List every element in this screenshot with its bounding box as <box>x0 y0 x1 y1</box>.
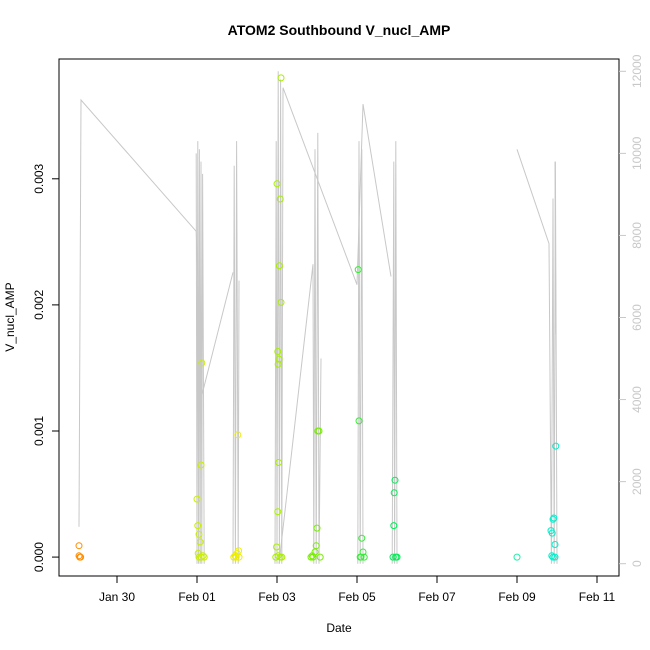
data-point <box>390 522 398 530</box>
data-point <box>195 553 203 561</box>
y-left-tick-label: 0.001 <box>32 416 46 446</box>
data-point <box>199 552 207 560</box>
y-axis-label: V_nucl_AMP <box>3 282 17 351</box>
data-point <box>548 529 556 537</box>
data-point <box>513 553 521 561</box>
x-axis-label: Date <box>326 621 352 635</box>
data-point <box>274 552 282 560</box>
y-left-tick-label: 0.003 <box>32 163 46 193</box>
y-right-tick-label: 2000 <box>630 468 644 495</box>
data-point <box>311 548 319 556</box>
data-point <box>312 542 320 550</box>
data-point <box>278 553 286 561</box>
data-point <box>232 553 240 561</box>
line-segment-7 <box>516 149 558 564</box>
data-point <box>274 348 282 355</box>
data-point <box>550 514 558 522</box>
y-right-tick-label: 10000 <box>630 136 644 170</box>
data-point <box>273 180 281 188</box>
line-segment-3 <box>274 71 392 564</box>
line-segment-1 <box>195 141 205 564</box>
data-point <box>197 461 205 469</box>
data-point <box>196 538 204 546</box>
data-point <box>275 262 283 270</box>
y-left-tick-label: 0.000 <box>32 542 46 572</box>
data-point <box>354 266 362 274</box>
data-point <box>391 476 399 484</box>
x-tick-label: Feb 05 <box>338 590 376 604</box>
x-tick-label: Feb 11 <box>579 590 616 604</box>
y-right-tick-label: 6000 <box>630 304 644 331</box>
data-point <box>234 431 242 439</box>
data-point <box>277 298 285 306</box>
data-point <box>548 552 556 560</box>
y-axis-left: 0.000 0.001 0.002 0.003 <box>32 163 59 572</box>
data-point <box>235 553 243 561</box>
y-right-tick-label: 12000 <box>630 54 644 88</box>
data-point <box>194 522 202 530</box>
line-segment-8 <box>554 161 557 334</box>
x-tick-label: Feb 01 <box>178 590 216 604</box>
data-point <box>275 355 283 363</box>
line-segment-6 <box>391 141 398 564</box>
data-point <box>277 74 285 82</box>
data-point <box>360 553 368 561</box>
chart-title: ATOM2 Southbound V_nucl_AMP <box>228 22 451 38</box>
data-point <box>273 543 281 551</box>
x-tick-label: Feb 03 <box>258 590 296 604</box>
data-point <box>77 553 85 561</box>
data-point <box>197 553 205 561</box>
line-segment-4 <box>278 132 322 564</box>
line-segment-2 <box>232 141 240 564</box>
data-point <box>276 195 284 203</box>
data-point <box>274 360 282 368</box>
scatter-points <box>75 74 560 561</box>
y-right-tick-label: 8000 <box>630 222 644 249</box>
y-right-tick-label: 4000 <box>630 386 644 413</box>
y-right-tick-label: 0 <box>630 560 644 567</box>
data-point <box>549 515 557 523</box>
data-point <box>393 553 401 561</box>
data-point <box>551 541 559 548</box>
data-point <box>198 359 206 367</box>
data-point <box>313 524 321 532</box>
right-axis-line-series <box>78 71 558 564</box>
data-point <box>549 553 557 561</box>
data-point <box>75 552 83 560</box>
data-point <box>551 553 559 561</box>
data-point <box>200 553 208 561</box>
data-point <box>316 553 324 561</box>
data-point <box>390 489 398 497</box>
data-point <box>274 508 282 516</box>
x-tick-label: Jan 30 <box>99 590 135 604</box>
plot-frame <box>58 58 620 577</box>
y-axis-right: 0 2000 4000 6000 8000 10000 12000 <box>619 54 644 567</box>
data-point <box>275 459 283 466</box>
x-axis: Jan 30 Feb 01 Feb 03 Feb 05 Feb 07 Feb 09 Feb … <box>99 576 616 604</box>
data-point <box>307 553 315 561</box>
data-point <box>357 553 365 561</box>
data-point <box>315 427 323 435</box>
x-tick-label: Feb 09 <box>498 590 536 604</box>
y-left-tick-label: 0.002 <box>32 290 46 320</box>
line-segment-0 <box>78 98 234 527</box>
line-segment-5 <box>357 141 364 564</box>
data-point <box>355 417 363 425</box>
data-point <box>389 553 397 561</box>
data-point <box>193 495 201 503</box>
data-point <box>195 530 203 538</box>
x-tick-label: Feb 07 <box>418 590 456 604</box>
data-point <box>75 542 83 550</box>
data-point <box>358 534 366 542</box>
data-point <box>552 442 560 450</box>
